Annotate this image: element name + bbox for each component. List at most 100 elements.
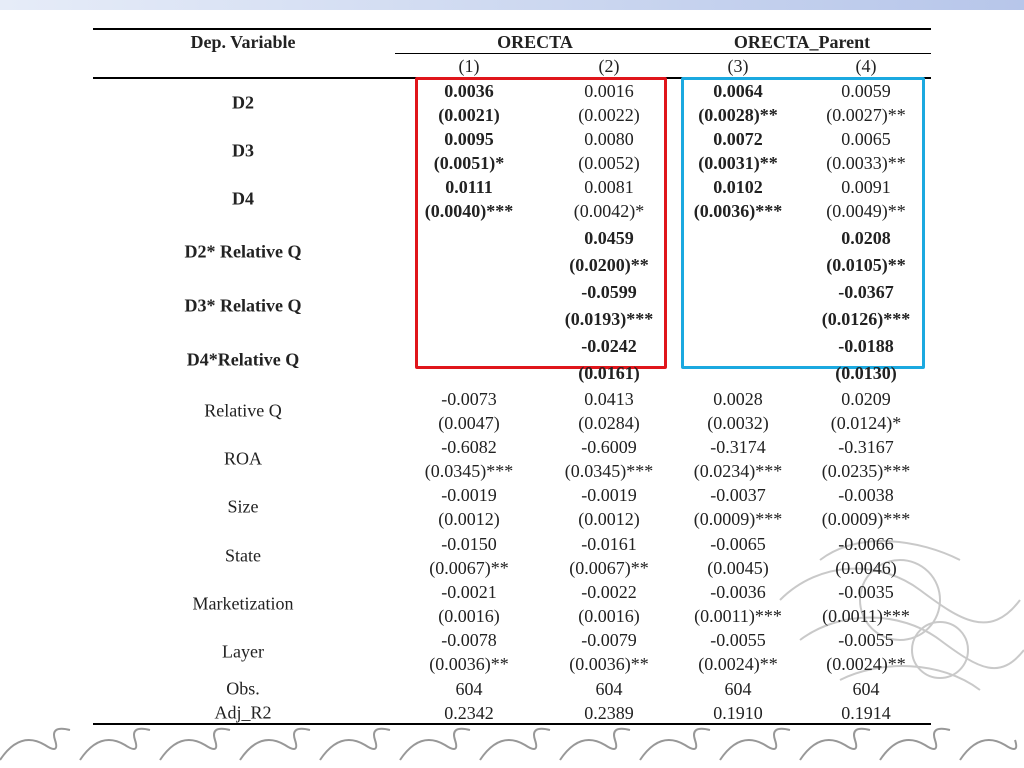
highlight-box-red [415,77,667,369]
coefficient-cell: -0.0188 [838,336,894,356]
std-error-cell: (0.0042)* [573,201,645,221]
coefficient-cell: 0.0209 [841,389,891,409]
row-label: D2* Relative Q [184,241,302,262]
coefficient-cell: 0.0028 [713,389,763,409]
row-label: D4 [232,188,254,209]
std-error-cell: (0.0284) [578,413,640,433]
std-error-cell: (0.0235)*** [821,461,911,481]
coefficient-cell: -0.0150 [441,534,497,554]
footer-cell: 604 [724,679,752,699]
std-error-cell: (0.0124)* [830,413,902,433]
std-error-cell: (0.0022) [578,105,640,125]
std-error-cell: (0.0045) [707,558,769,578]
coefficient-cell: -0.0065 [710,534,766,554]
std-error-cell: (0.0046) [835,558,897,578]
coefficient-cell: 0.0081 [584,177,634,197]
coefficient-cell: -0.0019 [581,485,637,505]
std-error-cell: (0.0234)*** [693,461,783,481]
coefficient-cell: -0.0036 [710,582,766,602]
top-banner [0,0,1024,10]
footer-cell: 0.1910 [713,703,763,723]
col-header-1: (1) [458,56,480,76]
std-error-cell: (0.0047) [438,413,500,433]
coefficient-cell: 0.0016 [584,81,634,101]
coefficient-cell: -0.0078 [441,630,497,650]
coefficient-cell: 0.0072 [713,129,763,149]
row-label: D3* Relative Q [184,295,302,316]
coefficient-cell: 0.0208 [841,228,891,248]
std-error-cell: (0.0040)*** [424,201,514,221]
coefficient-cell: -0.0022 [581,582,637,602]
std-error-cell: (0.0027)** [826,105,906,125]
std-error-cell: (0.0052) [578,153,640,173]
std-error-cell: (0.0067)** [429,558,509,578]
std-error-cell: (0.0036)*** [693,201,783,221]
std-error-cell: (0.0105)** [826,255,906,275]
coefficient-cell: -0.0079 [581,630,637,650]
std-error-cell: (0.0345)*** [424,461,514,481]
coefficient-cell: 0.0413 [584,389,634,409]
coefficient-cell: -0.0161 [581,534,637,554]
std-error-cell: (0.0016) [578,606,640,626]
footer-label: Obs. [226,678,260,699]
row-label: Size [227,496,259,517]
coefficient-cell: -0.0073 [441,389,497,409]
coefficient-cell: -0.0599 [581,282,637,302]
std-error-cell: (0.0200)** [569,255,649,275]
row-label: Relative Q [204,400,282,421]
footer-cell: 0.2389 [584,703,634,723]
std-error-cell: (0.0016) [438,606,500,626]
footer-cell: 0.2342 [444,703,494,723]
footer-cell: 0.1914 [841,703,891,723]
std-error-cell: (0.0049)** [826,201,906,221]
std-error-cell: (0.0161) [578,363,640,383]
coefficient-cell: 0.0080 [584,129,634,149]
coefficient-cell: -0.6082 [441,437,497,457]
coefficient-cell: -0.0038 [838,485,894,505]
table-top-rule [93,28,931,30]
std-error-cell: (0.0126)*** [821,309,911,329]
coefficient-cell: 0.0459 [584,228,634,248]
coefficient-cell: 0.0059 [841,81,891,101]
coefficient-cell: -0.0242 [581,336,637,356]
col-header-3: (3) [727,56,749,76]
std-error-cell: (0.0009)*** [821,509,911,529]
coefficient-cell: 0.0095 [444,129,494,149]
row-label: ROA [223,448,263,469]
highlight-box-blue [681,77,925,369]
coefficient-cell: -0.6009 [581,437,637,457]
coefficient-cell: -0.0367 [838,282,894,302]
coefficient-cell: -0.0019 [441,485,497,505]
std-error-cell: (0.0021) [438,105,500,125]
std-error-cell: (0.0028)** [698,105,778,125]
row-label: D2 [232,92,254,113]
coefficient-cell: 0.0036 [444,81,494,101]
coefficient-cell: -0.0035 [838,582,894,602]
std-error-cell: (0.0012) [578,509,640,529]
coefficient-cell: 0.0091 [841,177,891,197]
group-underline [395,53,931,54]
coefficient-cell: 0.0102 [713,177,763,197]
std-error-cell: (0.0036)** [569,654,649,674]
std-error-cell: (0.0032) [707,413,769,433]
coefficient-cell: 0.0065 [841,129,891,149]
coefficient-cell: 0.0064 [713,81,763,101]
row-label: D4*Relative Q [186,349,300,370]
row-label: D3 [232,140,254,161]
std-error-cell: (0.0012) [438,509,500,529]
footer-cell: 604 [455,679,483,699]
std-error-cell: (0.0011)*** [694,606,782,626]
col-header-2: (2) [598,56,620,76]
std-error-cell: (0.0024)** [698,654,778,674]
coefficient-cell: -0.0055 [710,630,766,650]
coefficient-cell: -0.3167 [838,437,894,457]
std-error-cell: (0.0130) [835,363,897,383]
std-error-cell: (0.0011)*** [822,606,910,626]
std-error-cell: (0.0036)** [429,654,509,674]
coefficient-cell: -0.3174 [710,437,766,457]
group-header-orecta: ORECTA [497,32,573,52]
std-error-cell: (0.0031)** [698,153,778,173]
row-label: Layer [222,641,264,662]
